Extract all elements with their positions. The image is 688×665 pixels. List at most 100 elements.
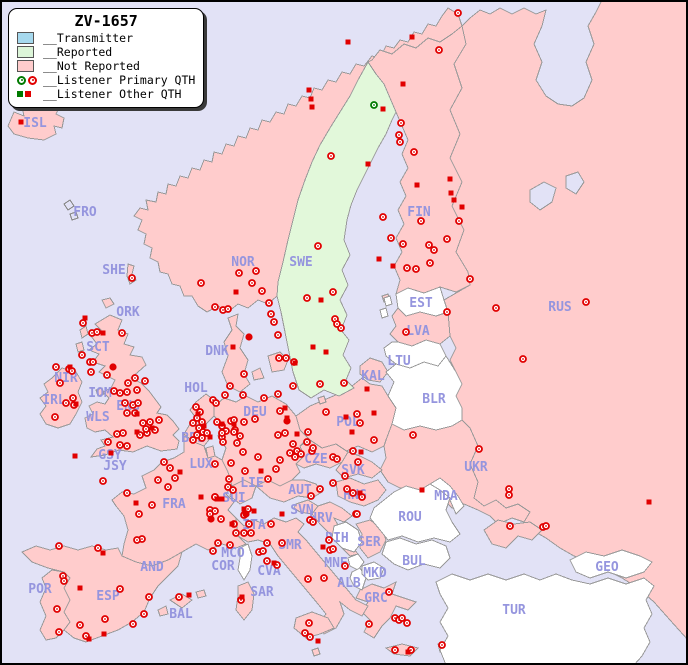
country-label-est: EST (409, 296, 433, 311)
listener-other-qth-marker (390, 263, 396, 269)
country-label-grc: GRC (364, 591, 387, 606)
listener-primary-qth-dot (388, 591, 390, 593)
listener-other-qth-marker (343, 414, 349, 420)
listener-primary-qth-dot (330, 155, 332, 157)
listener-primary-qth-dot (433, 249, 435, 251)
listener-primary-qth-dot (65, 402, 67, 404)
legend-box: ZV-1657 __Transmitter __Reported __Not R… (8, 8, 205, 108)
listener-other-qth-marker (77, 585, 83, 591)
listener-primary-qth-dot (294, 456, 296, 458)
listener-primary-qth-dot (233, 431, 235, 433)
listener-primary-qth-dot (214, 463, 216, 465)
listener-primary-qth-dot (277, 434, 279, 436)
listener-primary-qth-dot (458, 220, 460, 222)
listener-primary-qth-dot (585, 301, 587, 303)
listener-primary-qth-dot (406, 622, 408, 624)
listener-primary-qth-dot (398, 134, 400, 136)
listener-other-qth-marker (73, 401, 79, 407)
listener-primary-qth-dot (139, 434, 141, 436)
country-label-hol: HOL (184, 381, 208, 396)
listener-other-qth-marker (241, 506, 247, 512)
legend-row-transmitter: __Transmitter (17, 31, 195, 45)
listener-primary-qth-dot (344, 565, 346, 567)
listener-primary-qth-dot (195, 406, 197, 408)
listener-primary-qth-dot (106, 374, 108, 376)
listener-primary-qth-dot (178, 596, 180, 598)
listener-other-qth-marker (409, 34, 415, 40)
listener-primary-qth-dot (214, 510, 216, 512)
listener-primary-qth-dot (248, 523, 250, 525)
listener-primary-qth-dot (300, 453, 302, 455)
listener-primary-qth-dot (508, 494, 510, 496)
listener-primary-qth-dot (267, 478, 269, 480)
listener-primary-qth-dot (233, 419, 235, 421)
listener-primary-qth-dot (71, 370, 73, 372)
country-label-kal: KAL (361, 369, 385, 384)
listener-other-qth-marker (447, 176, 453, 182)
listener-primary-qth-dot (334, 318, 336, 320)
listener-primary-qth-dot (270, 313, 272, 315)
country-italy (235, 516, 369, 635)
listener-primary-qth-dot (352, 492, 354, 494)
listener-primary-qth-dot (163, 461, 165, 463)
listener-primary-qth-dot (151, 504, 153, 506)
listener-primary-qth-dot (394, 649, 396, 651)
listener-primary-qth-dot (224, 394, 226, 396)
region-crimea (483, 519, 543, 549)
green-ring-icon (17, 75, 26, 85)
legend-title: ZV-1657 (74, 12, 138, 30)
reported-swatch (17, 46, 34, 58)
listener-primary-qth-dot (126, 492, 128, 494)
listener-primary-qth-dot (332, 291, 334, 293)
transmitter-swatch (17, 32, 34, 44)
listener-primary-qth-dot (192, 422, 194, 424)
listener-primary-qth-dot (292, 443, 294, 445)
listener-primary-qth-dot (232, 489, 234, 491)
listener-primary-qth-dot (119, 392, 121, 394)
listener-primary-qth-dot (469, 278, 471, 280)
listener-primary-qth-dot (308, 622, 310, 624)
listener-other-qth-marker (310, 344, 316, 350)
listener-primary-qth-dot (142, 422, 144, 424)
listener-primary-qth-dot (261, 290, 263, 292)
listener-other-qth-marker (308, 96, 314, 102)
country-label-tur: TUR (502, 603, 526, 618)
listener-primary-qth-dot (255, 270, 257, 272)
listener-primary-qth-dot (121, 332, 123, 334)
legend-row-other-qth: __Listener Other QTH (17, 87, 195, 101)
country-macedonia (361, 561, 385, 581)
country-label-bul: BUL (402, 554, 426, 569)
listener-cluster-marker (109, 363, 117, 371)
listener-primary-qth-dot (236, 442, 238, 444)
listener-other-qth-marker (239, 594, 245, 600)
listener-primary-qth-dot (229, 544, 231, 546)
listener-primary-qth-dot (54, 416, 56, 418)
listener-other-qth-marker (451, 197, 457, 203)
listener-primary-qth-dot (119, 588, 121, 590)
listener-primary-qth-dot (126, 391, 128, 393)
listener-other-qth-marker (134, 429, 140, 435)
listener-other-qth-marker (219, 496, 225, 502)
listener-primary-qth-dot (289, 452, 291, 454)
listener-other-qth-marker (380, 106, 386, 112)
listener-other-qth-marker (67, 364, 73, 370)
listener-primary-qth-dot (209, 513, 211, 515)
country-georgia (569, 549, 653, 579)
listener-primary-qth-dot (399, 141, 401, 143)
listener-markers-layer (9, 9, 652, 655)
listener-primary-qth-dot (309, 636, 311, 638)
country-label-fro: FRO (73, 205, 97, 220)
legend-label-reported: __Reported (43, 45, 113, 59)
listener-other-qth-marker (279, 511, 285, 517)
country-label-ukr: UKR (464, 460, 488, 475)
listener-primary-qth-dot (310, 495, 312, 497)
listener-primary-qth-dot (262, 550, 264, 552)
listener-primary-qth-dot (356, 413, 358, 415)
listener-other-qth-marker (646, 499, 652, 505)
listener-primary-qth-dot (222, 441, 224, 443)
lake-onega (565, 171, 585, 195)
listener-primary-qth-dot (410, 649, 412, 651)
country-label-ser: SER (357, 535, 381, 550)
listener-primary-qth-dot (136, 389, 138, 391)
legend-row-reported: __Reported (17, 45, 195, 59)
